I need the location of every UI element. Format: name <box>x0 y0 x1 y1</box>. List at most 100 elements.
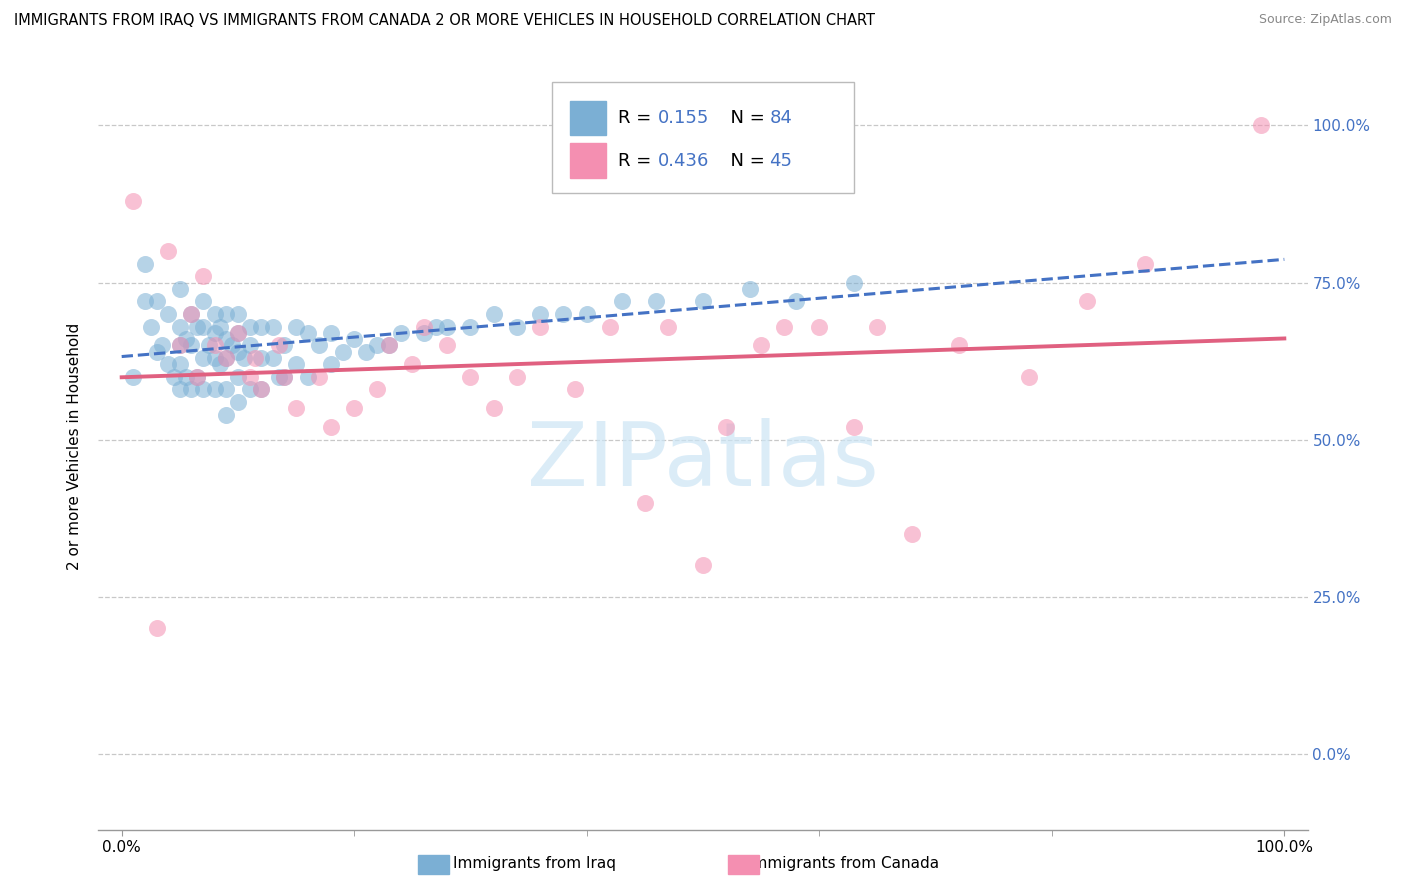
Point <box>738 282 761 296</box>
Point <box>401 357 423 371</box>
Point <box>749 338 772 352</box>
Point <box>460 369 482 384</box>
Point <box>169 338 191 352</box>
Point <box>169 282 191 296</box>
Point <box>866 319 889 334</box>
Point <box>575 307 598 321</box>
Point <box>186 369 208 384</box>
Point <box>226 369 249 384</box>
Text: 0.155: 0.155 <box>658 110 710 128</box>
Point <box>844 276 866 290</box>
Point <box>267 369 290 384</box>
Point <box>354 344 377 359</box>
Point <box>267 338 290 352</box>
Point <box>273 338 295 352</box>
Point <box>191 319 214 334</box>
Point <box>204 383 226 397</box>
Point <box>297 326 319 340</box>
Point <box>226 326 249 340</box>
Point <box>209 319 232 334</box>
Point <box>378 338 401 352</box>
Point <box>215 408 238 422</box>
Point <box>226 307 249 321</box>
Point <box>343 401 366 416</box>
Point <box>215 307 238 321</box>
Point <box>145 621 167 635</box>
Point <box>1133 257 1156 271</box>
Text: N =: N = <box>718 152 770 169</box>
Point <box>262 319 284 334</box>
Point <box>262 351 284 365</box>
Point <box>308 338 330 352</box>
Point <box>186 319 208 334</box>
Point <box>221 338 243 352</box>
Point <box>692 558 714 573</box>
Point <box>157 307 180 321</box>
Point <box>232 351 254 365</box>
Point <box>215 332 238 346</box>
Point <box>773 319 796 334</box>
Point <box>250 383 273 397</box>
Point <box>250 319 273 334</box>
Text: 84: 84 <box>769 110 793 128</box>
Point <box>297 369 319 384</box>
Point <box>425 319 447 334</box>
Point <box>204 351 226 365</box>
Point <box>413 319 436 334</box>
Point <box>273 369 295 384</box>
Point <box>413 326 436 340</box>
Point <box>180 338 202 352</box>
Point <box>506 369 529 384</box>
Point <box>1076 294 1098 309</box>
Point <box>506 319 529 334</box>
Point <box>191 269 214 284</box>
Point <box>122 194 145 208</box>
Point <box>716 420 738 434</box>
Point <box>204 338 226 352</box>
FancyBboxPatch shape <box>569 143 606 178</box>
Text: 45: 45 <box>769 152 793 169</box>
Point <box>145 294 167 309</box>
Text: Immigrants from Iraq: Immigrants from Iraq <box>453 856 616 871</box>
Point <box>366 383 388 397</box>
Text: R =: R = <box>619 110 658 128</box>
Text: IMMIGRANTS FROM IRAQ VS IMMIGRANTS FROM CANADA 2 OR MORE VEHICLES IN HOUSEHOLD C: IMMIGRANTS FROM IRAQ VS IMMIGRANTS FROM … <box>14 13 875 29</box>
Text: N =: N = <box>718 110 770 128</box>
Point <box>122 369 145 384</box>
Point <box>226 344 249 359</box>
Point <box>169 319 191 334</box>
Point <box>901 527 924 541</box>
Point <box>134 257 156 271</box>
Point <box>215 351 238 365</box>
Point <box>209 357 232 371</box>
Text: 0.436: 0.436 <box>658 152 710 169</box>
Point <box>226 326 249 340</box>
Point <box>610 294 633 309</box>
Point <box>285 357 308 371</box>
Point <box>215 383 238 397</box>
Point <box>1018 369 1040 384</box>
Point <box>529 307 551 321</box>
FancyBboxPatch shape <box>551 81 855 193</box>
Y-axis label: 2 or more Vehicles in Household: 2 or more Vehicles in Household <box>67 322 83 570</box>
Point <box>157 244 180 258</box>
Point <box>948 338 970 352</box>
Point <box>150 338 173 352</box>
Point <box>174 332 197 346</box>
Point <box>482 307 505 321</box>
Point <box>343 332 366 346</box>
Point <box>436 319 458 334</box>
Point <box>285 319 308 334</box>
Point <box>460 319 482 334</box>
Point <box>482 401 505 416</box>
Point <box>645 294 668 309</box>
Point <box>245 351 267 365</box>
Text: Source: ZipAtlas.com: Source: ZipAtlas.com <box>1258 13 1392 27</box>
Point <box>319 357 342 371</box>
Point <box>436 338 458 352</box>
Point <box>180 307 202 321</box>
Point <box>692 294 714 309</box>
Point <box>198 338 221 352</box>
Point <box>134 294 156 309</box>
Point <box>204 307 226 321</box>
